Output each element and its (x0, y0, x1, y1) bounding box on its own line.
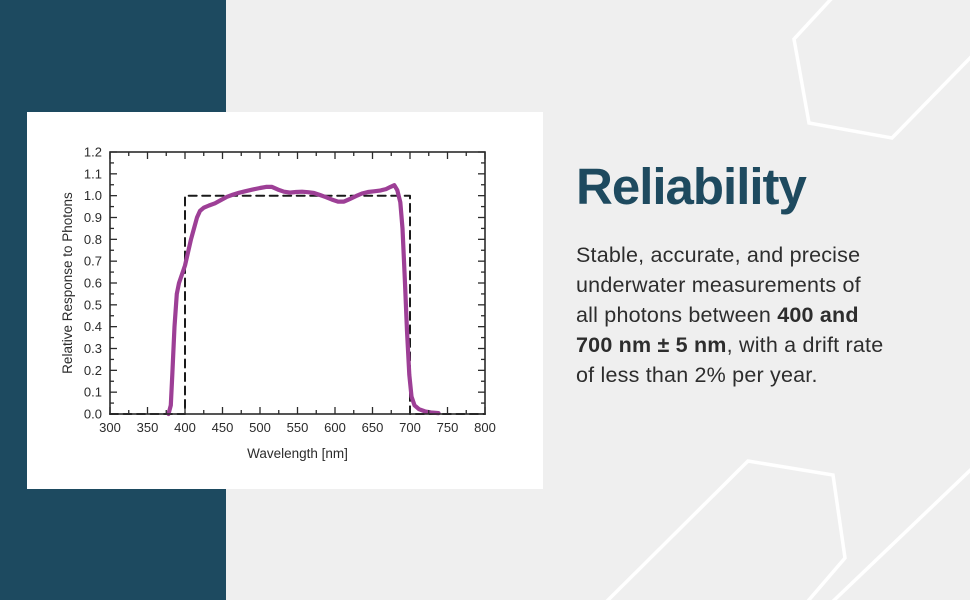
body-text-run: , with a drift rate of less than 2% per … (576, 332, 884, 387)
y-tick-label: 0.4 (84, 319, 102, 334)
y-tick-label: 0.5 (84, 297, 102, 312)
response-chart: 300 350 400 450 500 550 600 650 700 750 800 0.0 0.1 0… (60, 145, 496, 462)
y-tick-label: 0.8 (84, 232, 102, 247)
x-tick-label: 800 (474, 420, 496, 435)
body-text-run: Stable, accurate, and precise underwater… (576, 242, 861, 327)
body-text-bold: 400 and 700 nm ± 5 nm (576, 302, 859, 357)
y-axis-title: Relative Response to Photons (60, 192, 75, 374)
x-tick-label: 700 (399, 420, 421, 435)
y-tick-label: 0.6 (84, 276, 102, 291)
y-tick-label: 0.0 (84, 407, 102, 422)
hexagon-outline-bottom-right (605, 459, 847, 600)
chart-card: 300 350 400 450 500 550 600 650 700 750 800 0.0 0.1 0… (27, 112, 543, 489)
text-panel: Reliability Stable, accurate, and precis… (576, 160, 956, 390)
x-axis-title: Wavelength [nm] (247, 446, 348, 461)
y-tick-label: 0.9 (84, 210, 102, 225)
x-tick-label: 550 (287, 420, 309, 435)
ideal-quantum-response-line (109, 194, 486, 415)
x-tick-label: 600 (324, 420, 346, 435)
x-tick-label: 500 (249, 420, 271, 435)
x-tick-label: 350 (137, 420, 159, 435)
y-tick-label: 0.3 (84, 341, 102, 356)
y-tick-label: 0.1 (84, 385, 102, 400)
hexagon-outline-top-right (792, 0, 970, 140)
x-tick-label: 650 (362, 420, 384, 435)
page-title: Reliability (576, 158, 807, 215)
x-tick-label: 300 (99, 420, 121, 435)
diagonal-line-bottom-right (831, 468, 970, 600)
y-tick-label: 1.2 (84, 145, 102, 160)
y-tick-label: 1.1 (84, 166, 102, 181)
y-tick-label: 1.0 (84, 188, 102, 203)
body-text: Stable, accurate, and precise underwater… (576, 240, 956, 390)
x-tick-label: 450 (212, 420, 234, 435)
x-tick-label: 750 (437, 420, 459, 435)
y-tick-label: 0.2 (84, 363, 102, 378)
measured-response-line (166, 183, 441, 417)
x-tick-label: 400 (174, 420, 196, 435)
y-tick-label: 0.7 (84, 254, 102, 269)
